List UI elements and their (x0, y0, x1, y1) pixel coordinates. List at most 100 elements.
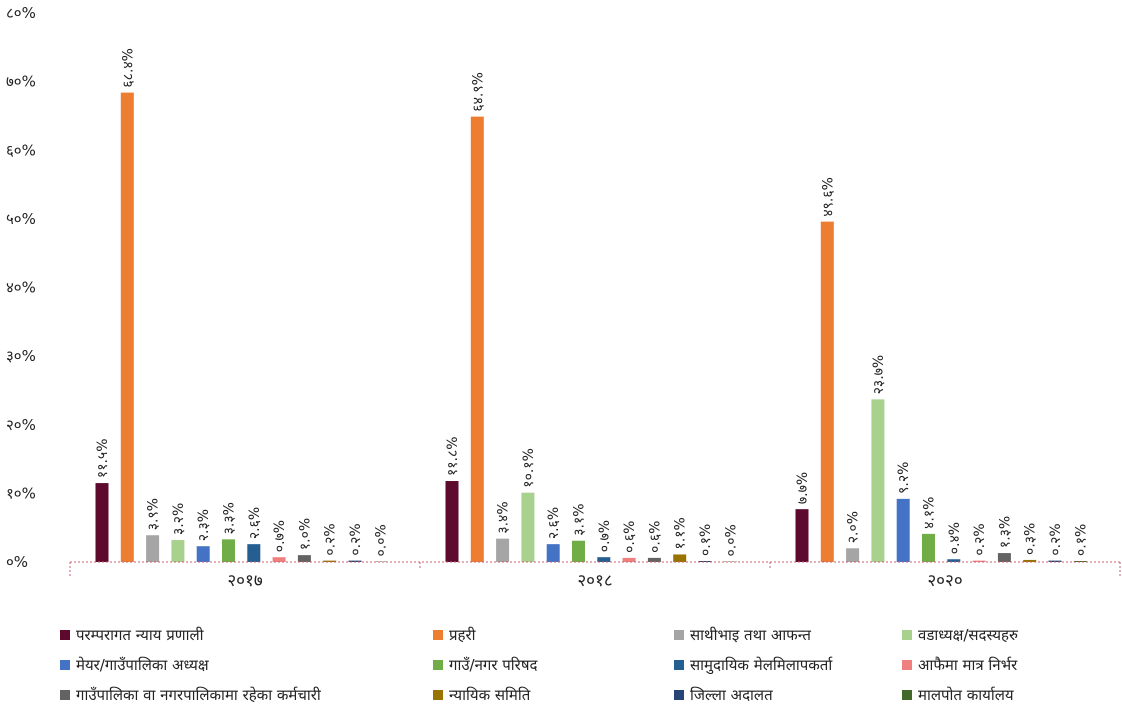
bar (196, 546, 210, 562)
y-tick-label: ८०% (6, 4, 36, 22)
legend-label: साथीभाइ तथा आफन्त (690, 626, 811, 644)
bar (323, 560, 337, 562)
y-tick-label: ०% (6, 553, 28, 571)
data-label: ०.७% (272, 520, 288, 552)
bar (972, 560, 986, 562)
y-axis: ०% १०% २०% ३०% ४०% ५०% ६०% ७०% ८०% (6, 4, 36, 571)
x-tick-label: २०१७ (227, 571, 263, 591)
legend-label: सामुदायिक मेलमिलापकर्ता (690, 656, 833, 674)
y-tick-label: १०% (6, 484, 36, 502)
data-label: १.३% (997, 516, 1013, 548)
legend-swatch (902, 690, 912, 700)
y-tick-label: ४०% (6, 279, 36, 297)
legend-label: जिल्ला अदालत (690, 686, 773, 704)
bar (171, 540, 185, 562)
data-label: १०.१% (521, 448, 537, 488)
legend-item: सामुदायिक मेलमिलापकर्ता (674, 654, 832, 676)
bar (546, 544, 560, 562)
y-tick-label: ६०% (6, 141, 36, 159)
legend-item: आफैमा मात्र निर्भर (902, 654, 1017, 676)
bar (622, 557, 636, 562)
data-label: ९.२% (896, 462, 912, 494)
legend-swatch (902, 660, 912, 670)
legend-label: मालपोत कार्यालय (918, 686, 1014, 704)
data-label: ०.४% (947, 522, 963, 554)
legend-item: जिल्ला अदालत (674, 684, 773, 706)
bar (597, 557, 611, 562)
bar (922, 533, 935, 562)
data-label: ०.२% (348, 523, 364, 555)
legend-swatch (902, 630, 912, 640)
legend-label: प्रहरी (449, 626, 476, 644)
legend-label: गाउँ/नगर परिषद (449, 656, 538, 674)
bar (871, 399, 885, 562)
data-label: ०.०% (723, 524, 739, 556)
data-label: ०.६% (647, 521, 663, 553)
data-label: ७.७% (795, 472, 811, 504)
legend-swatch (674, 690, 684, 700)
bar (95, 483, 109, 562)
y-tick-label: ५०% (6, 210, 36, 228)
legend-item: वडाध्यक्ष/सदस्यहरु (902, 624, 1018, 646)
bar (146, 535, 160, 562)
data-label: ३.४% (496, 501, 512, 533)
data-label: ६४.९% (470, 72, 486, 112)
data-label: ०.२% (972, 523, 988, 555)
bar (348, 560, 362, 562)
bar (673, 554, 687, 562)
data-label: १.१% (673, 517, 689, 549)
bar-chart: ०% १०% २०% ३०% ४०% ५०% ६०% ७०% ८०% ११.५% ६८.४% ३.९… (6, 4, 1121, 591)
data-label: २.६% (546, 507, 562, 539)
bar (1023, 559, 1037, 562)
legend: परम्परागत न्याय प्रणाली प्रहरी साथीभाइ तथा… (0, 620, 1122, 711)
legend-item: मेयर/गाउँपालिका अध्यक्ष (60, 654, 209, 676)
data-label: २.६% (247, 507, 263, 539)
legend-swatch (674, 660, 684, 670)
legend-swatch (674, 630, 684, 640)
legend-swatch (60, 630, 70, 640)
bar (247, 544, 261, 562)
data-label: ०.७% (597, 520, 613, 552)
legend-item: मालपोत कार्यालय (902, 684, 1014, 706)
bar (272, 557, 286, 562)
bar (820, 221, 834, 562)
x-tick-label: २०२० (927, 571, 962, 591)
bar (947, 559, 961, 562)
bar (698, 561, 712, 562)
data-label: ३.९% (146, 498, 162, 530)
legend-item: परम्परागत न्याय प्रणाली (60, 624, 204, 646)
x-tick-label: २०१८ (577, 571, 612, 591)
bar (222, 539, 235, 562)
data-label: २.३% (196, 509, 212, 541)
bar (1073, 561, 1087, 562)
data-label: ०.०% (373, 524, 389, 556)
y-tick-label: ३०% (6, 347, 36, 365)
legend-label: परम्परागत न्याय प्रणाली (76, 626, 204, 644)
legend-swatch (433, 630, 443, 640)
data-labels: ११.५% ६८.४% ३.९% ३.२% २.३% ३.३% २.६% ०.७% १.०% ०.… (95, 48, 1089, 556)
legend-item: साथीभाइ तथा आफन्त (674, 624, 811, 646)
data-label: ४.१% (922, 497, 938, 529)
data-label: ११.५% (95, 438, 111, 478)
data-label: ०.३% (1023, 523, 1039, 555)
data-label: ११.८% (445, 436, 461, 476)
bar (997, 553, 1011, 562)
y-tick-label: २०% (6, 416, 36, 434)
bar (1048, 560, 1062, 562)
legend-swatch (433, 690, 443, 700)
data-label: ६८.४% (120, 48, 136, 88)
data-label: ४९.६% (820, 177, 836, 217)
legend-item: प्रहरी (433, 624, 476, 646)
bar (445, 481, 459, 562)
data-label: १.०% (297, 518, 313, 550)
data-label: ०.१% (698, 524, 714, 556)
legend-swatch (433, 660, 443, 670)
bar (496, 538, 510, 562)
legend-item: न्यायिक समिति (433, 684, 530, 706)
bar (521, 492, 535, 562)
legend-label: आफैमा मात्र निर्भर (918, 656, 1018, 674)
bar (846, 548, 860, 562)
data-label: ३.२% (171, 503, 187, 535)
x-axis: २०१७ २०१८ २०२० (69, 562, 1121, 591)
legend-swatch (60, 660, 70, 670)
